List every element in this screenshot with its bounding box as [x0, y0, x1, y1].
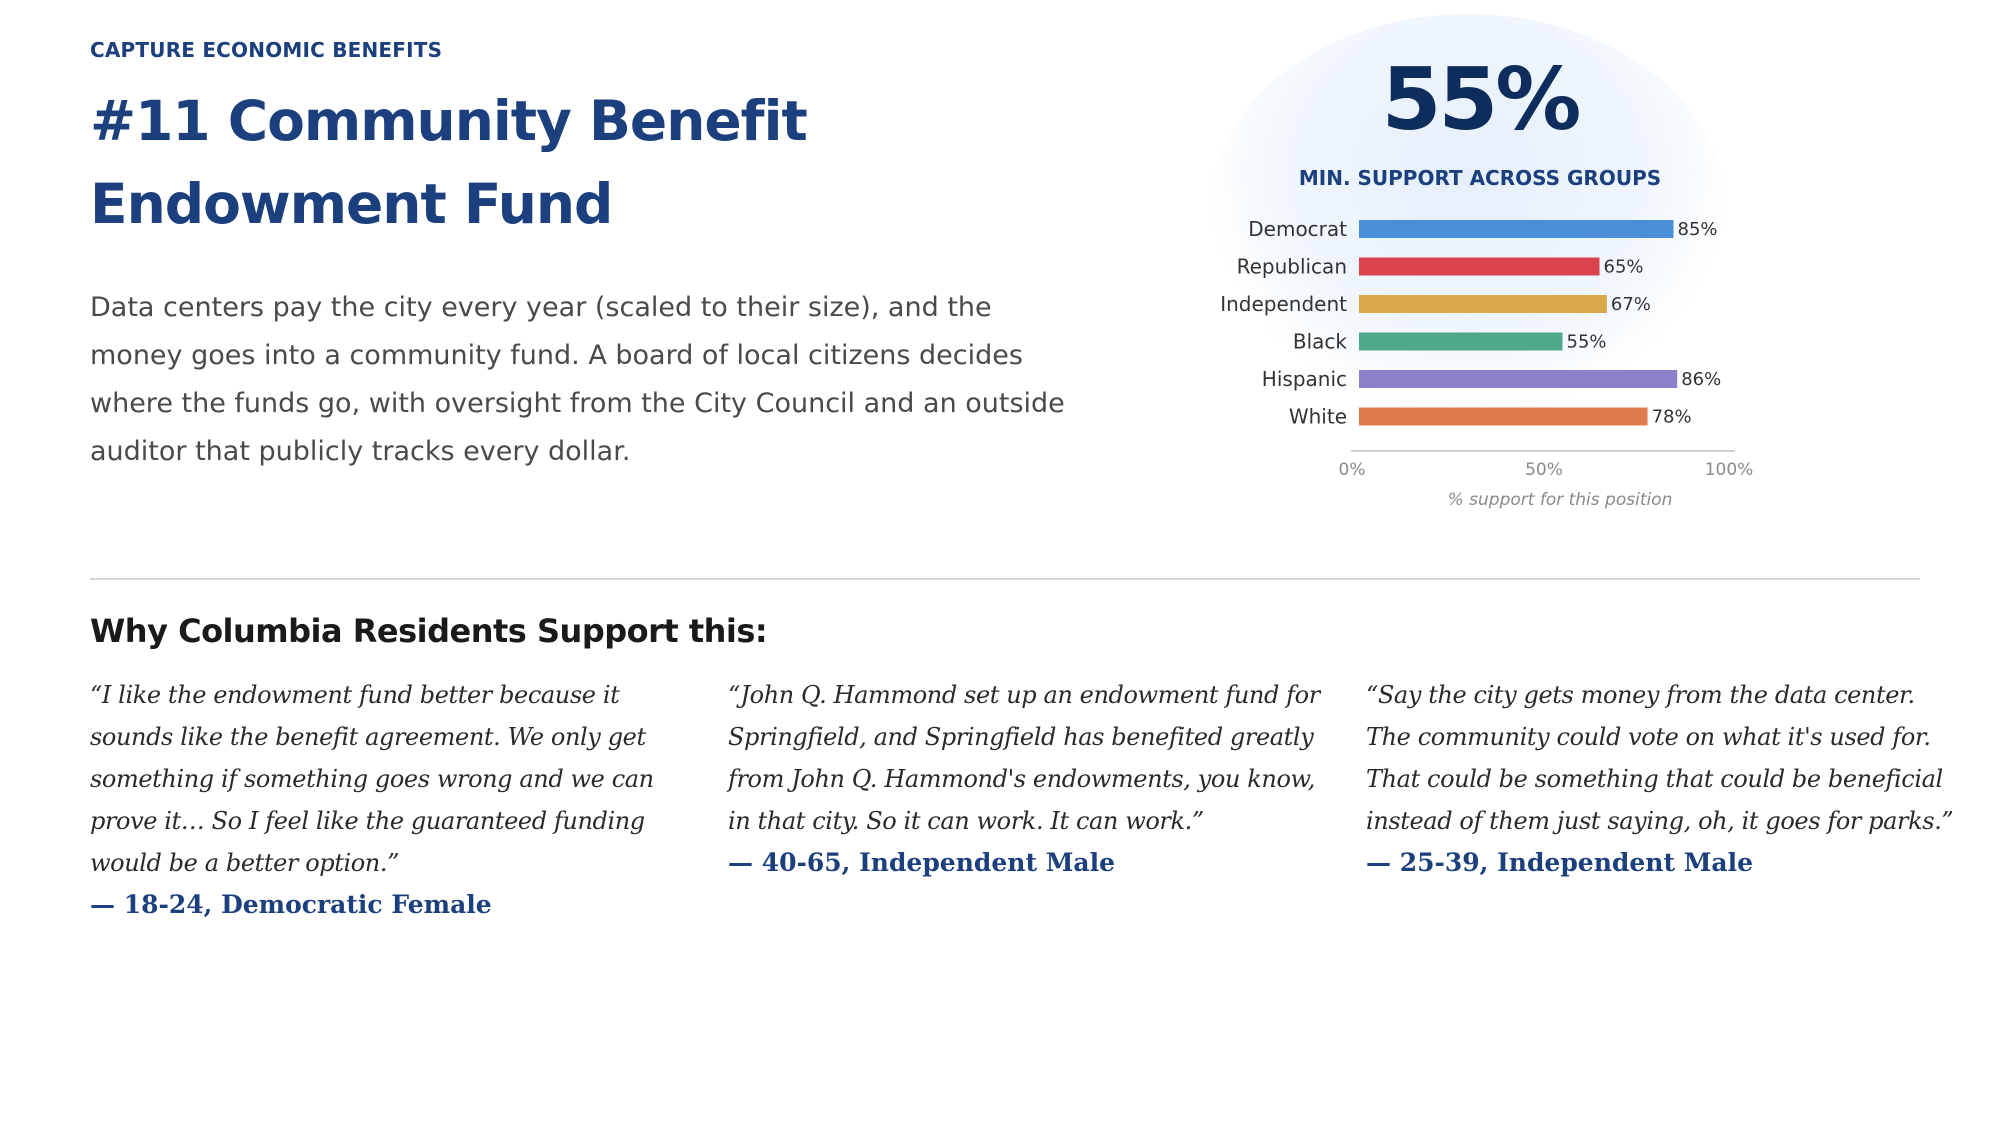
category-label-black: Black	[1293, 330, 1348, 354]
quote-card-1: “I like the endowment fund better becaus…	[90, 674, 690, 926]
page-title: #11 Community Benefit Endowment Fund	[90, 89, 808, 236]
quote-text: “I like the endowment fund better becaus…	[90, 681, 654, 877]
bar-democrat	[1359, 220, 1674, 238]
bar-republican	[1359, 257, 1600, 276]
quotes-section-heading: Why Columbia Residents Support this:	[90, 612, 768, 650]
category-label-republican: Republican	[1237, 255, 1347, 279]
quote-attribution: — 40-65, Independent Male	[728, 848, 1115, 877]
value-label-black: 55%	[1567, 332, 1607, 353]
x-tick-label: 100%	[1705, 460, 1754, 480]
bar-hispanic	[1359, 370, 1678, 388]
quote-card-3: “Say the city gets money from the data c…	[1366, 674, 1966, 884]
section-eyebrow: CAPTURE ECONOMIC BENEFITS	[90, 38, 443, 62]
quote-text: “Say the city gets money from the data c…	[1366, 681, 1954, 835]
min-support-caption: MIN. SUPPORT ACROSS GROUPS	[1298, 166, 1662, 190]
bar-independent	[1359, 295, 1607, 313]
value-label-hispanic: 86%	[1681, 369, 1721, 390]
value-label-republican: 65%	[1604, 257, 1644, 278]
quote-text: “John Q. Hammond set up an endowment fun…	[728, 681, 1320, 835]
value-label-democrat: 85%	[1678, 219, 1718, 240]
proposal-description: Data centers pay the city every year (sc…	[90, 292, 1065, 467]
bar-black	[1359, 332, 1563, 351]
quote-card-2: “John Q. Hammond set up an endowment fun…	[728, 674, 1328, 884]
quote-attribution: — 18-24, Democratic Female	[90, 890, 492, 919]
min-support-stat: 55%	[1381, 50, 1582, 150]
bar-white	[1359, 407, 1648, 426]
section-divider	[90, 578, 1920, 580]
value-label-white: 78%	[1652, 407, 1692, 428]
category-label-democrat: Democrat	[1248, 217, 1347, 241]
value-label-independent: 67%	[1611, 294, 1651, 315]
category-label-white: White	[1289, 405, 1347, 429]
category-label-hispanic: Hispanic	[1262, 367, 1347, 391]
quote-attribution: — 25-39, Independent Male	[1366, 848, 1753, 877]
x-axis-label: % support for this position	[1448, 490, 1673, 510]
support-bar-chart: Democrat 85% Republican 65% Independent 67% Bl…	[1220, 217, 1754, 510]
category-label-independent: Independent	[1220, 292, 1347, 316]
x-tick-label: 50%	[1525, 460, 1563, 480]
x-tick-label: 0%	[1339, 460, 1366, 480]
